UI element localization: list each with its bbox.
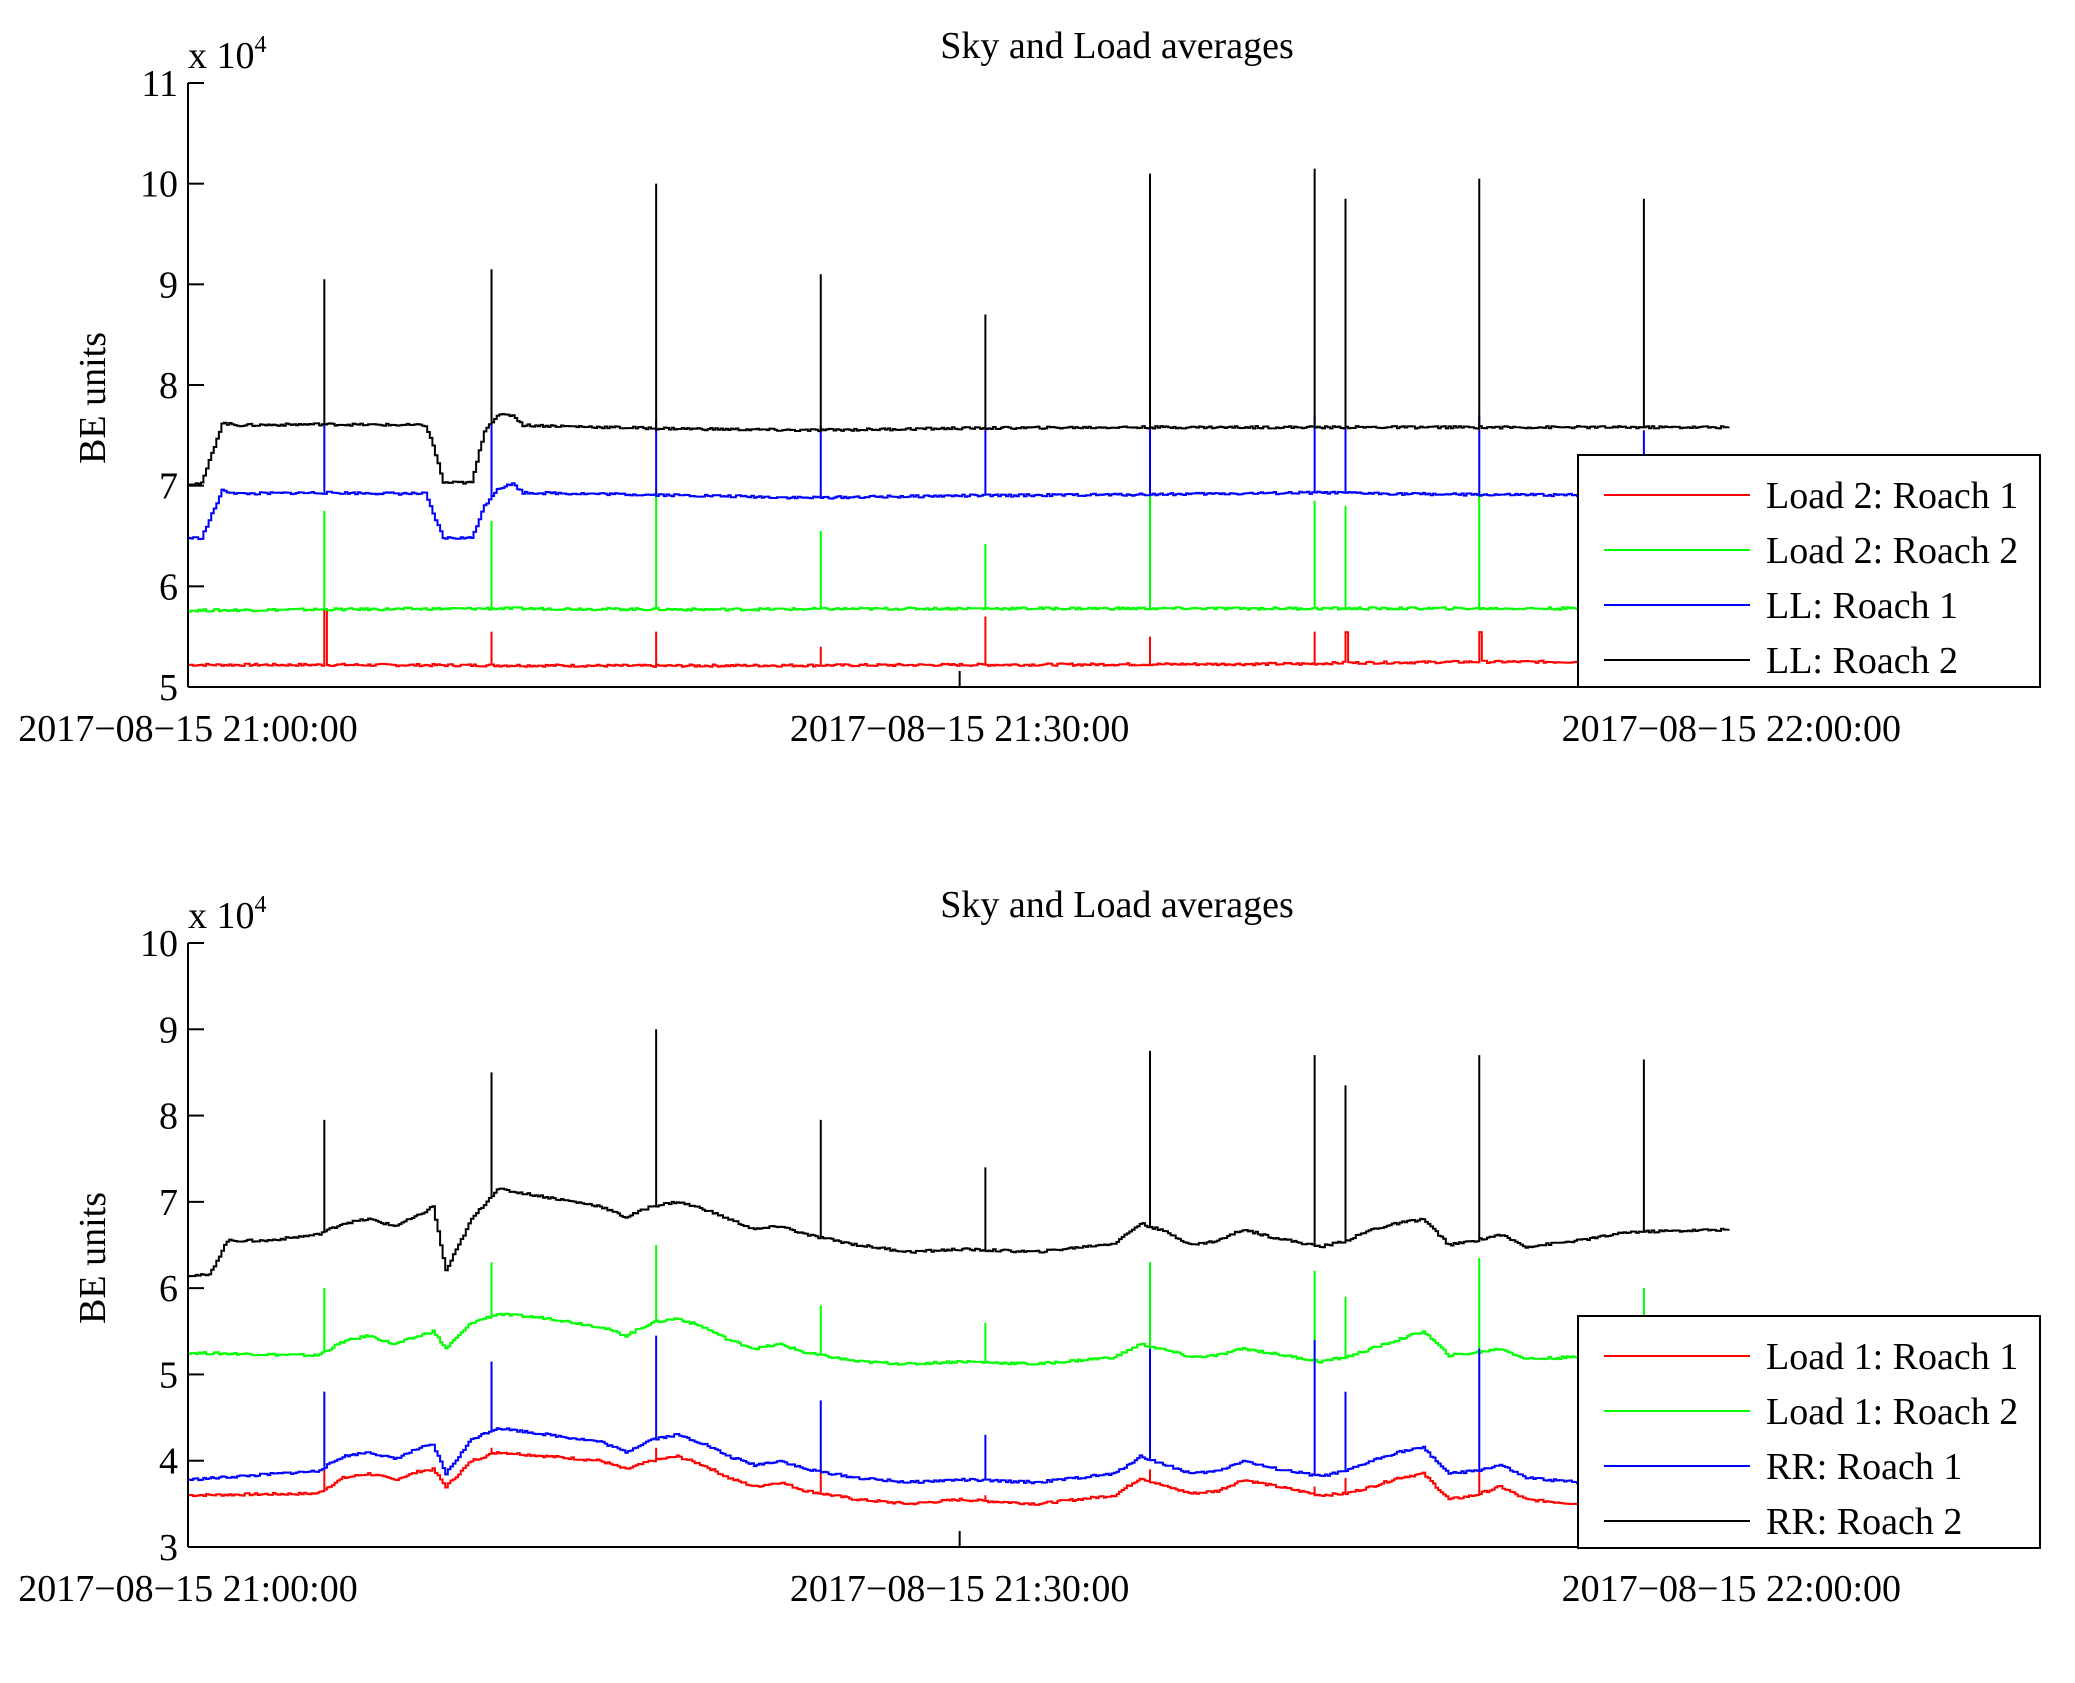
series-line-top-load-2-roach-1 — [188, 608, 1729, 668]
legend-bottom: Load 1: Roach 1 Load 1: Roach 2 RR: Roach … — [1577, 1315, 2041, 1549]
y-multiplier-top: x 104 — [188, 32, 267, 77]
legend-box-bottom — [1577, 1315, 2041, 1549]
legend-top: Load 2: Roach 1 Load 2: Roach 2 LL: Roach … — [1577, 454, 2041, 688]
y-tick-label-bottom-3: 6 — [159, 1268, 178, 1310]
x-tick-label-bottom-0: 2017−08−15 21:00:00 — [18, 1568, 357, 1610]
y-tick-label-top-0: 5 — [159, 667, 178, 709]
axes-bottom: 3 4 5 6 7 8 9 10 2017−08−15 21:00:00 2017−08−15 2… — [18, 923, 2040, 1610]
legend-label-top-ll-roach-1: LL: Roach 1 — [1766, 585, 1958, 627]
legend-label-bottom-rr-roach-2: RR: Roach 2 — [1766, 1501, 1962, 1543]
legend-label-bottom-rr-roach-1: RR: Roach 1 — [1766, 1446, 1962, 1488]
legend-label-top-load-2-roach-2: Load 2: Roach 2 — [1766, 530, 2018, 572]
subplot-bottom: Sky and Load averages BE units x 104 345… — [18, 884, 2041, 1610]
series-line-bottom-rr-roach-2 — [188, 1187, 1730, 1278]
y-tick-label-top-1: 6 — [159, 566, 178, 608]
legend-box-top — [1577, 454, 2041, 688]
y-tick-label-bottom-4: 7 — [159, 1182, 178, 1224]
series-line-top-ll-roach-2 — [188, 413, 1730, 486]
x-tick-label-bottom-1: 2017−08−15 21:30:00 — [790, 1568, 1129, 1610]
series-line-bottom-load-1-roach-2 — [188, 1312, 1730, 1366]
y-axis-label-top: BE units — [72, 332, 114, 464]
x-tick-label-bottom-2: 2017−08−15 22:00:00 — [1562, 1568, 1901, 1610]
y-tick-label-top-5: 10 — [140, 164, 178, 206]
chart-title-bottom: Sky and Load averages — [940, 884, 1294, 926]
y-tick-label-top-3: 8 — [159, 365, 178, 407]
chart-title-top: Sky and Load averages — [940, 25, 1294, 67]
x-tick-label-top-1: 2017−08−15 21:30:00 — [790, 708, 1129, 750]
legend-label-top-load-2-roach-1: Load 2: Roach 1 — [1766, 475, 2018, 517]
y-multiplier-exponent-top: 4 — [255, 32, 267, 58]
y-tick-label-bottom-2: 5 — [159, 1354, 178, 1396]
y-multiplier-bottom: x 104 — [188, 892, 267, 937]
series-line-top-load-2-roach-2 — [188, 606, 1730, 613]
legend-label-top-ll-roach-2: LL: Roach 2 — [1766, 640, 1958, 682]
y-multiplier-base-bottom: x 10 — [188, 895, 255, 937]
y-axis-label-bottom: BE units — [72, 1192, 114, 1324]
y-multiplier-base-top: x 10 — [188, 35, 255, 77]
y-tick-label-bottom-6: 9 — [159, 1009, 178, 1051]
y-tick-label-top-2: 7 — [159, 466, 178, 508]
subplot-top: Sky and Load averages BE units x 104 5 6 7… — [18, 25, 2041, 750]
y-tick-label-top-4: 9 — [159, 264, 178, 306]
y-tick-label-bottom-0: 3 — [159, 1527, 178, 1569]
axes-top: 5 6 7 8 9 10 11 2017−08−15 21:00:00 2017−08−15 2… — [18, 63, 2040, 750]
y-tick-label-bottom-5: 8 — [159, 1096, 178, 1138]
series-line-bottom-rr-roach-1 — [188, 1427, 1730, 1485]
y-tick-label-bottom-7: 10 — [140, 923, 178, 965]
x-tick-label-top-2: 2017−08−15 22:00:00 — [1562, 708, 1901, 750]
x-tick-label-top-0: 2017−08−15 21:00:00 — [18, 708, 357, 750]
plot-area-bottom — [188, 1029, 1730, 1506]
series-line-top-ll-roach-1 — [188, 482, 1730, 541]
legend-label-bottom-load-1-roach-1: Load 1: Roach 1 — [1766, 1336, 2018, 1378]
y-multiplier-exponent-bottom: 4 — [255, 892, 267, 918]
legend-label-bottom-load-1-roach-2: Load 1: Roach 2 — [1766, 1391, 2018, 1433]
y-tick-label-top-6: 11 — [141, 63, 178, 105]
series-line-bottom-load-1-roach-1 — [188, 1451, 1729, 1506]
y-tick-label-bottom-1: 4 — [159, 1441, 178, 1483]
